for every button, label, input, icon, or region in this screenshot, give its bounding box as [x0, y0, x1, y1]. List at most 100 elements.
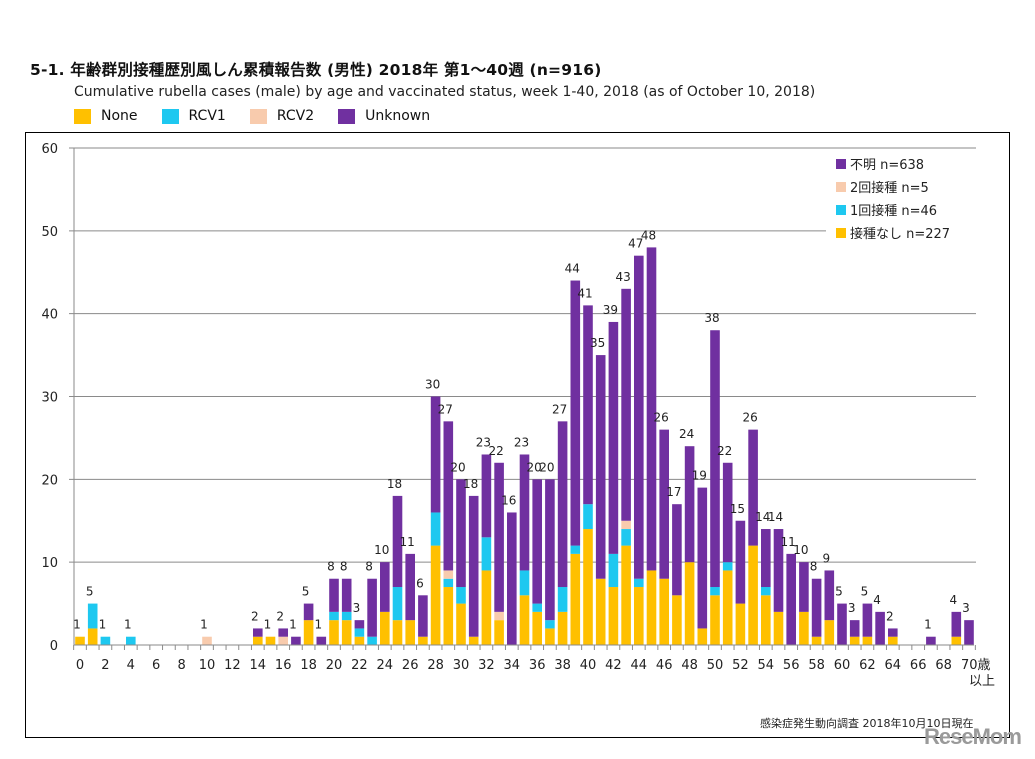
bar-segment-rcv1	[634, 578, 644, 588]
bar-total-label: 19	[692, 469, 707, 483]
bar-total-label: 8	[365, 560, 373, 574]
bar-segment-unknown	[659, 429, 669, 579]
bar-total-label: 16	[501, 493, 516, 507]
bar-total-label: 8	[810, 560, 818, 574]
bar-segment-rcv1	[621, 529, 631, 546]
bar-total-label: 1	[124, 618, 132, 632]
bar-segment-unknown	[621, 288, 631, 521]
bar-segment-unknown	[316, 636, 327, 645]
bar-total-label: 1	[200, 618, 208, 632]
bar-segment-none	[303, 620, 314, 645]
bar-segment-none	[341, 620, 352, 645]
bar-segment-unknown	[799, 562, 809, 612]
bar-segment-none	[468, 636, 479, 645]
bar-segment-none	[761, 595, 771, 645]
bar-segment-none	[608, 587, 619, 645]
bar-segment-rcv1	[354, 628, 365, 637]
bar-total-label: 10	[793, 543, 808, 557]
x-tick-label: 58	[808, 658, 825, 673]
bar-segment-unknown	[710, 330, 720, 588]
bar-total-label: 9	[822, 551, 830, 565]
bar-segment-rcv1	[545, 620, 555, 629]
bar-segment-none	[494, 620, 504, 645]
x-tick-label: 0	[76, 658, 84, 673]
bar-segment-unknown	[837, 603, 847, 645]
legend-swatch	[74, 108, 91, 124]
bar-total-label: 24	[679, 427, 694, 441]
bar-segment-unknown	[303, 603, 314, 621]
bar-segment-unknown	[697, 487, 708, 629]
x-tick-label: 70歳	[961, 658, 991, 673]
bar-segment-none	[824, 620, 835, 645]
bar-total-label: 43	[615, 270, 630, 284]
bar-segment-rcv1	[532, 603, 542, 612]
bar-total-label: 18	[387, 477, 402, 491]
bar-segment-none	[646, 570, 657, 645]
bar-total-label: 44	[565, 262, 580, 276]
bar-segment-none	[621, 545, 631, 645]
x-tick-label: 30	[453, 658, 470, 673]
bar-total-label: 1	[314, 618, 322, 632]
bar-segment-unknown	[672, 504, 682, 596]
bar-total-label: 22	[717, 444, 732, 458]
bar-segment-unknown	[722, 462, 733, 563]
chart-title: 5-1. 年齢群別接種歴別風しん累積報告数 (男性) 2018年 第1～40週 …	[30, 61, 602, 79]
bar-total-label: 48	[641, 228, 656, 242]
bar-segment-unknown	[824, 570, 835, 621]
x-tick-label: 20	[326, 658, 343, 673]
bar-total-label: 2	[886, 609, 894, 623]
bar-total-label: 4	[949, 593, 957, 607]
bar-segment-unknown	[583, 305, 593, 505]
bar-segment-none	[392, 620, 403, 645]
bar-segment-none	[75, 636, 85, 645]
bar-segment-unknown	[748, 429, 758, 546]
bar-segment-unknown	[786, 553, 796, 645]
legend-label: Unknown	[365, 108, 431, 124]
inner-legend-swatch	[836, 159, 846, 169]
legend-label: RCV2	[276, 108, 315, 124]
bar-segment-unknown	[849, 620, 860, 637]
bar-total-label: 38	[704, 311, 719, 325]
bar-segment-rcv1	[570, 545, 581, 554]
bar-total-label: 2	[276, 609, 284, 623]
bar-segment-rcv1	[126, 636, 136, 645]
bar-segment-unknown	[646, 247, 657, 571]
bar-segment-rcv2	[278, 636, 288, 645]
bar-segment-unknown	[964, 620, 974, 645]
x-tick-label: 54	[758, 658, 775, 673]
bar-segment-unknown	[608, 321, 619, 554]
bar-segment-none	[811, 636, 822, 645]
inner-legend-label: 接種なし n=227	[850, 226, 950, 242]
bar-segment-unknown	[367, 578, 377, 637]
bar-segment-rcv1	[443, 578, 454, 588]
legend-background	[826, 150, 976, 242]
bar-segment-unknown	[951, 611, 962, 637]
legend-label: None	[101, 108, 138, 124]
bar-segment-none	[951, 636, 962, 645]
bar-total-label: 17	[666, 485, 681, 499]
bar-segment-none	[519, 595, 530, 645]
bar-segment-none	[545, 628, 555, 645]
bar-total-label: 27	[438, 402, 453, 416]
inner-legend-label: 2回接種 n=5	[850, 180, 929, 196]
bar-segment-rcv2	[621, 520, 631, 530]
inner-legend-swatch	[836, 182, 846, 192]
bar-segment-unknown	[595, 355, 606, 579]
bar-segment-unknown	[862, 603, 873, 637]
x-tick-label: 10	[199, 658, 216, 673]
y-tick-label: 10	[41, 556, 58, 571]
bar-segment-unknown	[405, 553, 415, 621]
y-tick-label: 0	[50, 639, 58, 654]
bar-total-label: 47	[628, 237, 643, 251]
x-tick-label: 6	[152, 658, 160, 673]
y-tick-label: 30	[41, 391, 58, 406]
bar-total-label: 27	[552, 402, 567, 416]
legend-swatch	[338, 108, 356, 124]
bar-segment-rcv2	[202, 636, 212, 645]
legend-item-rcv2: RCV2	[249, 108, 315, 124]
bar-segment-rcv1	[367, 636, 377, 645]
bar-total-label: 1	[924, 618, 932, 632]
bar-segment-none	[659, 578, 669, 645]
bar-total-label: 5	[835, 585, 843, 599]
